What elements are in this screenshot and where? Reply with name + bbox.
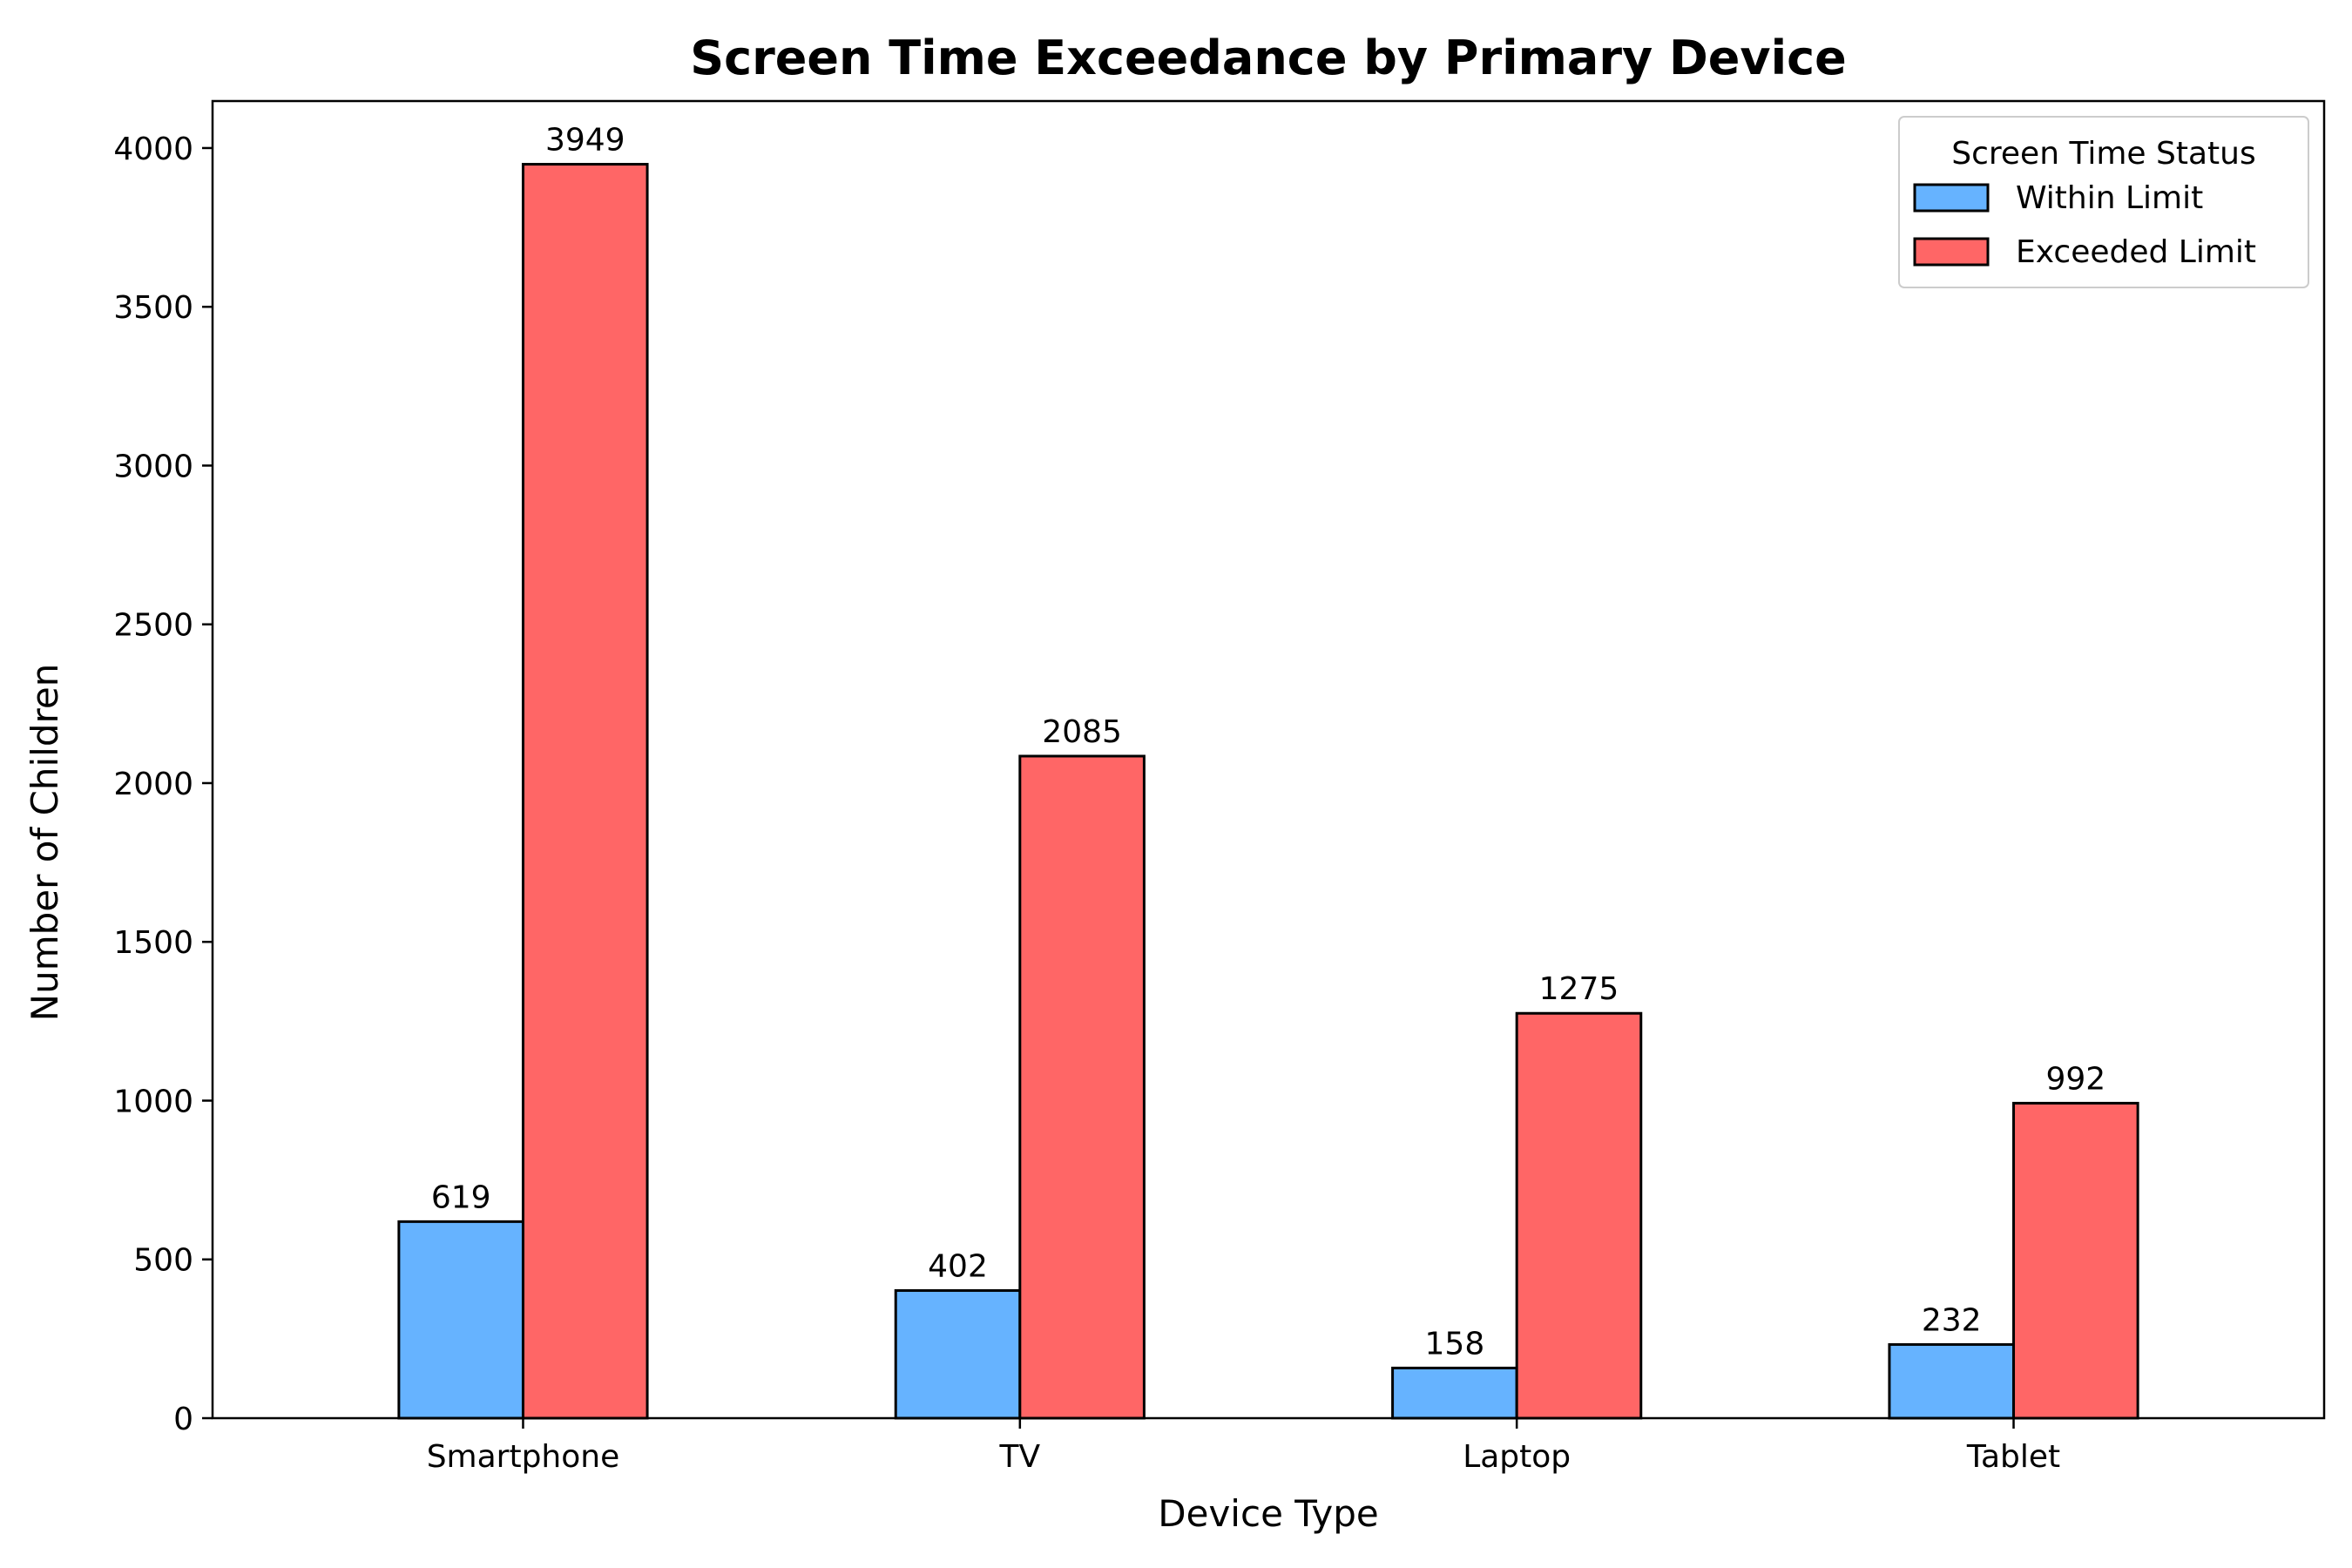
y-tick-label: 3000 — [113, 449, 193, 484]
y-axis-label: Number of Children — [24, 664, 66, 1022]
chart-title: Screen Time Exceedance by Primary Device — [690, 30, 1847, 85]
data-label: 1275 — [1539, 971, 1619, 1007]
data-label: 992 — [2045, 1061, 2105, 1097]
legend: Screen Time Status Within Limit Exceeded L… — [1898, 116, 2309, 288]
series-0 — [397, 1220, 2016, 1420]
x-tick-label: Tablet — [1966, 1439, 2060, 1475]
y-tick-label: 1500 — [113, 925, 193, 961]
data-label: 402 — [928, 1248, 988, 1284]
legend-swatch — [1913, 183, 1990, 213]
y-tick-label: 4000 — [113, 132, 193, 167]
y-tick-label: 0 — [173, 1402, 193, 1437]
data-label: 2085 — [1042, 714, 1122, 750]
data-labels-layer: 619 402 158 232 3949 2085 1275 992 — [431, 123, 2105, 1362]
y-tick-label: 3500 — [113, 290, 193, 326]
x-tick-label: Laptop — [1463, 1439, 1571, 1475]
bar-tablet-1 — [2012, 1101, 2139, 1420]
x-axis-label: Device Type — [1158, 1492, 1378, 1535]
x-tick-label: TV — [999, 1439, 1041, 1475]
bar-tablet-0 — [1888, 1342, 2016, 1420]
legend-title: Screen Time Status — [1951, 136, 2255, 172]
y-tick-label: 2500 — [113, 608, 193, 644]
legend-swatch — [1913, 237, 1990, 267]
data-label: 158 — [1425, 1326, 1485, 1362]
y-tick-label: 500 — [133, 1243, 193, 1279]
data-label: 232 — [1922, 1302, 1982, 1338]
y-tick-label: 1000 — [113, 1084, 193, 1119]
axes-layer: 0 500 1000 1500 2000 2500 3000 3500 4000 Smartpho… — [113, 99, 2326, 1475]
legend-label: Within Limit — [2016, 180, 2203, 216]
legend-box — [1898, 116, 2309, 288]
bar-laptop-0 — [1391, 1366, 1518, 1420]
series-1 — [521, 163, 2139, 1420]
x-tick-label: Smartphone — [427, 1439, 620, 1475]
bar-smartphone-0 — [397, 1220, 524, 1420]
bar-smartphone-1 — [521, 163, 649, 1420]
bar-tv-0 — [894, 1288, 1022, 1420]
data-label: 619 — [431, 1179, 491, 1215]
legend-label: Exceeded Limit — [2016, 234, 2256, 270]
bars-layer — [397, 163, 2139, 1420]
bar-laptop-1 — [1515, 1011, 1643, 1420]
bar-tv-1 — [1018, 754, 1146, 1420]
data-label: 3949 — [545, 123, 625, 159]
y-tick-label: 2000 — [113, 767, 193, 802]
plot-frame — [211, 99, 2326, 1420]
